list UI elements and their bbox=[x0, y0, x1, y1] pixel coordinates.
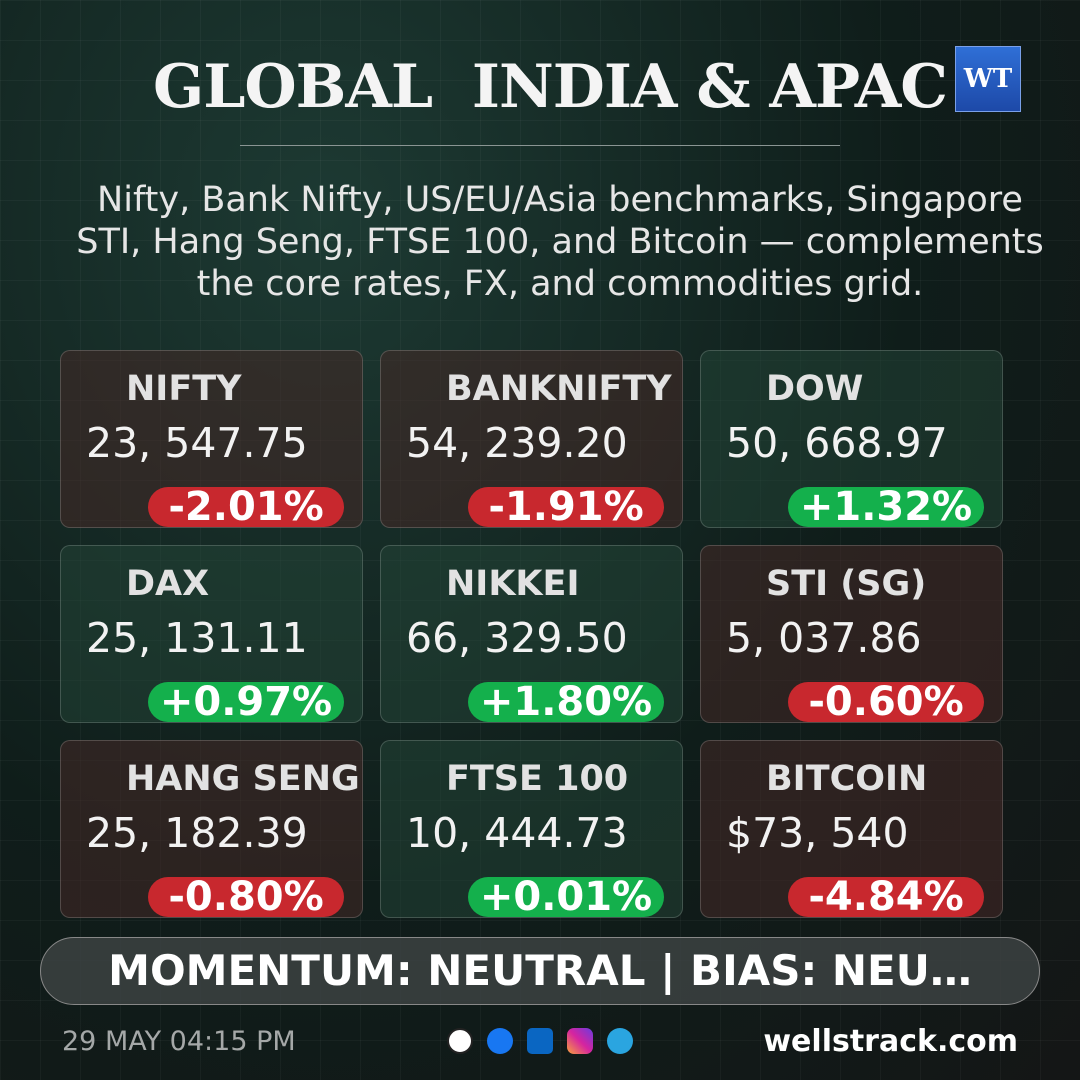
card-value: 66, 329.50 bbox=[406, 614, 628, 662]
linkedin-icon[interactable] bbox=[527, 1028, 553, 1054]
subtitle-line: Nifty, Bank Nifty, US/EU/Asia benchmarks… bbox=[97, 180, 1023, 220]
card-value: 23, 547.75 bbox=[86, 419, 308, 467]
market-card: FTSE 100 10, 444.73 +0.01% bbox=[380, 740, 683, 918]
card-name: BANKNIFTY bbox=[446, 369, 672, 409]
card-value: $73, 540 bbox=[726, 809, 909, 857]
change-pill: -2.01% bbox=[148, 487, 344, 527]
market-card: BITCOIN $73, 540 -4.84% bbox=[700, 740, 1003, 918]
card-value: 25, 182.39 bbox=[86, 809, 308, 857]
card-name: NIFTY bbox=[126, 369, 242, 409]
telegram-icon[interactable] bbox=[607, 1028, 633, 1054]
market-card: STI (SG) 5, 037.86 -0.60% bbox=[700, 545, 1003, 723]
change-pill: +0.01% bbox=[468, 877, 664, 917]
change-pill: -0.80% bbox=[148, 877, 344, 917]
change-pill: -1.91% bbox=[468, 487, 664, 527]
market-card: NIKKEI 66, 329.50 +1.80% bbox=[380, 545, 683, 723]
market-card: NIFTY 23, 547.75 -2.01% bbox=[60, 350, 363, 528]
card-name: DOW bbox=[766, 369, 864, 409]
banner: MOMENTUM: NEUTRAL | BIAS: NEU… bbox=[40, 937, 1040, 1005]
facebook-icon[interactable] bbox=[487, 1028, 513, 1054]
market-card: DOW 50, 668.97 +1.32% bbox=[700, 350, 1003, 528]
change-pill: +1.80% bbox=[468, 682, 664, 722]
change-pill: -0.60% bbox=[788, 682, 984, 722]
card-name: HANG SENG bbox=[126, 759, 360, 799]
timestamp: 29 MAY 04:15 PM bbox=[62, 1026, 296, 1057]
logo: WT bbox=[955, 46, 1021, 112]
card-value: 5, 037.86 bbox=[726, 614, 922, 662]
card-value: 50, 668.97 bbox=[726, 419, 948, 467]
subtitle-line: the core rates, FX, and commodities grid… bbox=[196, 264, 924, 304]
card-value: 10, 444.73 bbox=[406, 809, 628, 857]
title: GLOBAL INDIA & APAC bbox=[152, 52, 948, 122]
change-pill: +1.32% bbox=[788, 487, 984, 527]
x-icon[interactable] bbox=[447, 1028, 473, 1054]
card-name: BITCOIN bbox=[766, 759, 928, 799]
website[interactable]: wellstrack.com bbox=[763, 1024, 1018, 1059]
card-name: STI (SG) bbox=[766, 564, 927, 604]
card-name: FTSE 100 bbox=[446, 759, 629, 799]
market-card: HANG SENG 25, 182.39 -0.80% bbox=[60, 740, 363, 918]
card-value: 25, 131.11 bbox=[86, 614, 308, 662]
subtitle-line: STI, Hang Seng, FTSE 100, and Bitcoin — … bbox=[76, 222, 1044, 262]
instagram-icon[interactable] bbox=[567, 1028, 593, 1054]
divider bbox=[240, 145, 840, 146]
card-name: DAX bbox=[126, 564, 210, 604]
change-pill: +0.97% bbox=[148, 682, 344, 722]
card-value: 54, 239.20 bbox=[406, 419, 628, 467]
market-card: DAX 25, 131.11 +0.97% bbox=[60, 545, 363, 723]
card-name: NIKKEI bbox=[446, 564, 580, 604]
market-card: BANKNIFTY 54, 239.20 -1.91% bbox=[380, 350, 683, 528]
change-pill: -4.84% bbox=[788, 877, 984, 917]
